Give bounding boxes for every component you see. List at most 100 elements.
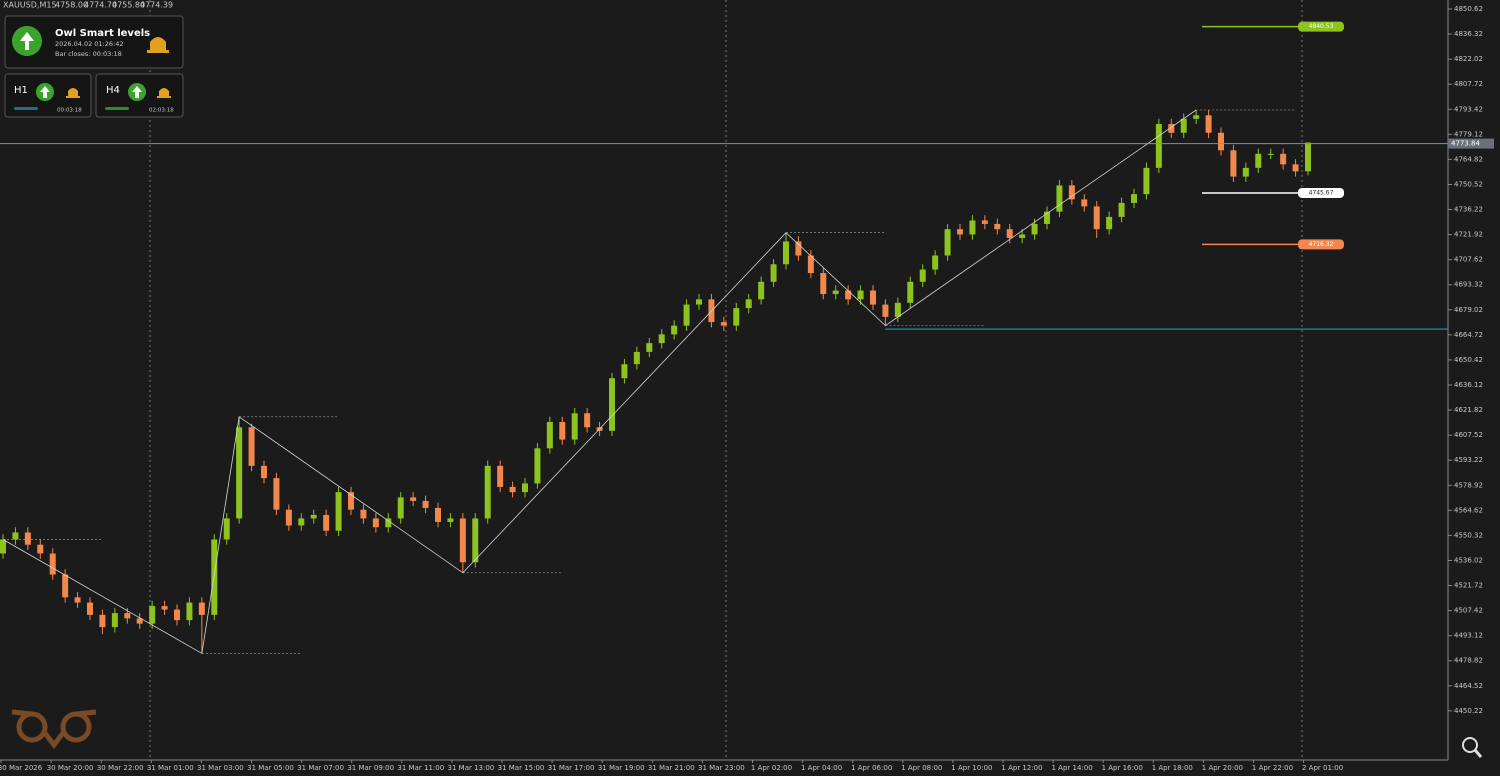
candle-body (1044, 211, 1050, 224)
candle-body (12, 532, 19, 540)
y-tick-label: 4836.32 (1454, 30, 1483, 38)
y-tick-label: 4536.02 (1454, 556, 1483, 564)
alarm-icon[interactable] (157, 88, 171, 98)
candle-body (1118, 202, 1125, 217)
y-tick-label: 4636.12 (1454, 381, 1483, 389)
candle-body (1242, 167, 1249, 177)
candle-body (149, 606, 156, 624)
candle-body (646, 343, 653, 352)
candle-body (907, 281, 914, 303)
candle-body (186, 602, 193, 621)
candle-body (857, 290, 864, 300)
y-tick-label: 4593.22 (1454, 456, 1483, 464)
candle-body (621, 364, 628, 379)
candle-body (559, 422, 566, 440)
frame-timer: 02:03:18 (149, 108, 174, 114)
candle-body (161, 606, 168, 610)
x-tick-label: 1 Apr 02:00 (751, 764, 792, 772)
candle-body (1267, 153, 1274, 155)
x-tick-label: 1 Apr 16:00 (1102, 764, 1143, 772)
x-tick-label: 1 Apr 08:00 (901, 764, 942, 772)
ohlc-open: 4758.00 (55, 1, 88, 10)
ohlc-close: 4774.39 (140, 1, 173, 10)
level-label: 4716.32 (1309, 241, 1334, 248)
candle-body (770, 264, 777, 282)
candle-body (285, 509, 292, 526)
owl-logo (11, 709, 97, 750)
candle-body (174, 609, 180, 621)
x-tick-label: 2 Apr 01:00 (1302, 764, 1343, 772)
y-tick-label: 4450.22 (1454, 707, 1483, 715)
candle-body (1255, 153, 1262, 168)
y-tick-label: 4493.12 (1454, 632, 1483, 640)
candle-body (1292, 164, 1299, 172)
y-tick-label: 4679.02 (1454, 306, 1483, 314)
y-tick-label: 4550.32 (1454, 531, 1483, 539)
candle-body (372, 518, 379, 528)
candle-body (360, 509, 367, 519)
candle-body (870, 290, 876, 305)
candle-body (49, 553, 56, 575)
candle-body (211, 539, 218, 615)
candle-body (546, 422, 553, 449)
candle-body (1180, 118, 1187, 133)
x-tick-label: 30 Mar 20:00 (47, 764, 94, 772)
y-tick-label: 4664.72 (1454, 331, 1483, 339)
up-arrow (40, 86, 50, 98)
candle-body (969, 220, 976, 235)
y-tick-label: 4464.52 (1454, 682, 1483, 690)
y-tick-label: 4521.72 (1454, 582, 1483, 590)
y-tick-label: 4750.52 (1454, 180, 1483, 188)
x-tick-label: 1 Apr 18:00 (1152, 764, 1193, 772)
candle-body (422, 500, 429, 508)
candle-body (335, 492, 342, 531)
x-tick-label: 1 Apr 04:00 (801, 764, 842, 772)
candle-body (832, 290, 839, 295)
alarm-icon[interactable] (147, 37, 169, 53)
candle-body (584, 413, 591, 428)
bid-tag (1448, 138, 1494, 149)
candle-body (348, 492, 354, 510)
candle-body (111, 613, 118, 628)
candle-body (957, 229, 963, 235)
y-tick-label: 4779.12 (1454, 130, 1483, 138)
candle-body (410, 497, 417, 501)
zoom-button[interactable] (1462, 737, 1483, 758)
candle-body (571, 413, 578, 440)
candle-body (37, 544, 44, 554)
x-tick-label: 31 Mar 01:00 (147, 764, 194, 772)
ohlc-high: 4774.70 (84, 1, 117, 10)
candle-body (397, 497, 404, 519)
candle-body (484, 465, 491, 519)
candle-body (1155, 124, 1162, 168)
candle-body (633, 351, 640, 365)
candle-body (1280, 153, 1287, 165)
frame-label: H4 (106, 85, 120, 96)
x-tick-label: 1 Apr 10:00 (951, 764, 992, 772)
candle-body (323, 514, 330, 531)
x-tick-label: 1 Apr 14:00 (1052, 764, 1093, 772)
y-tick-label: 4721.92 (1454, 231, 1483, 239)
x-tick-label: 1 Apr 06:00 (851, 764, 892, 772)
panel-main (4, 15, 184, 69)
x-tick-label: 1 Apr 12:00 (1001, 764, 1042, 772)
candle-body (795, 241, 802, 256)
alarm-icon[interactable] (66, 88, 80, 98)
candle-body (509, 486, 516, 493)
y-tick-label: 4650.42 (1454, 356, 1483, 364)
y-tick-label: 4507.42 (1454, 607, 1483, 615)
candle-body (261, 465, 267, 479)
candle-body (472, 518, 479, 563)
x-tick-label: 31 Mar 23:00 (698, 764, 745, 772)
panel-bar-closes: Bar closes: 00:03:18 (55, 50, 122, 58)
candle-body (124, 613, 131, 619)
candle-body (671, 325, 678, 335)
panel-time: 2026.04.02 01:26:42 (55, 40, 123, 48)
candle-body (1093, 206, 1100, 230)
candle-body (1006, 229, 1013, 238)
x-tick-label: 30 Mar 2026 (0, 764, 43, 772)
candle-body (435, 507, 441, 522)
candle-body (74, 597, 81, 603)
candle-body (683, 304, 690, 326)
y-tick-label: 4850.62 (1454, 5, 1483, 13)
